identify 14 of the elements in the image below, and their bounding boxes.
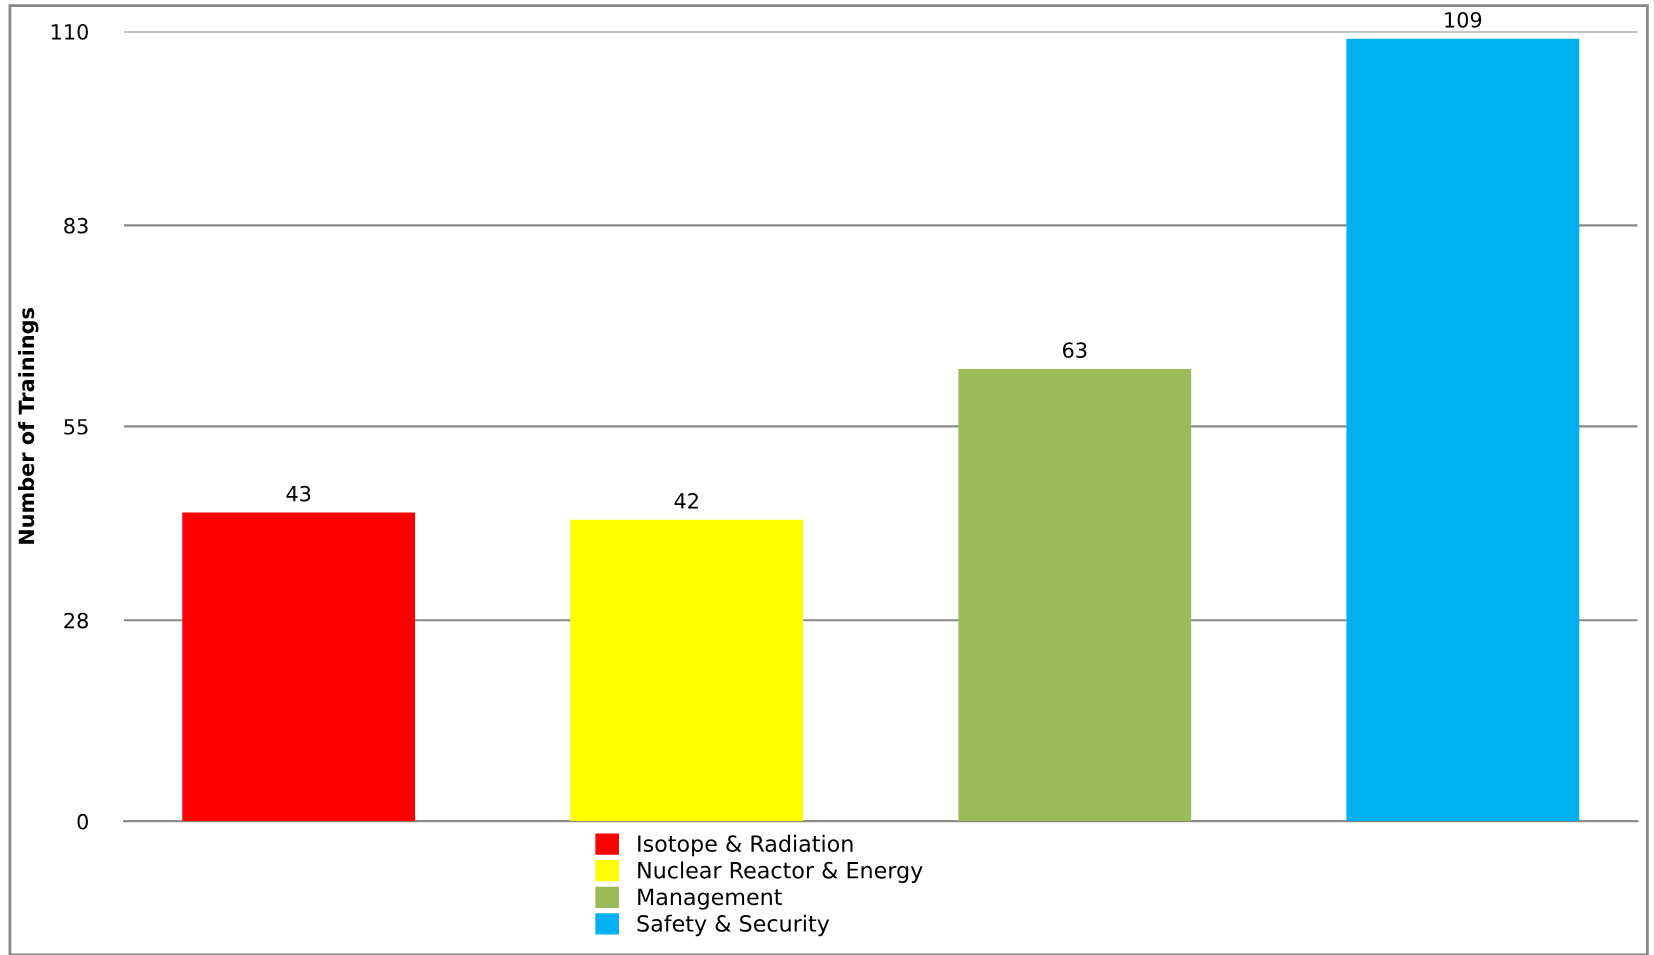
legend-label: Safety & Security — [637, 914, 830, 937]
legend-label: Isotope & Radiation — [638, 834, 853, 857]
legend-label: Nuclear Reactor & Energy — [638, 861, 923, 883]
data-label: 109 — [1445, 11, 1482, 28]
data-label: 63 — [1062, 342, 1087, 358]
y-tick-label: 55 — [64, 419, 88, 435]
data-label: 43 — [286, 485, 311, 502]
data-label: 42 — [674, 493, 698, 509]
y-tick-label: 110 — [51, 23, 88, 40]
y-tick-label: 0 — [77, 813, 88, 830]
y-tick-label: 83 — [64, 217, 88, 234]
legend-label: Management — [638, 888, 782, 910]
y-tick-label: 28 — [64, 612, 88, 629]
y-axis-title: Number of Trainings — [18, 308, 39, 544]
